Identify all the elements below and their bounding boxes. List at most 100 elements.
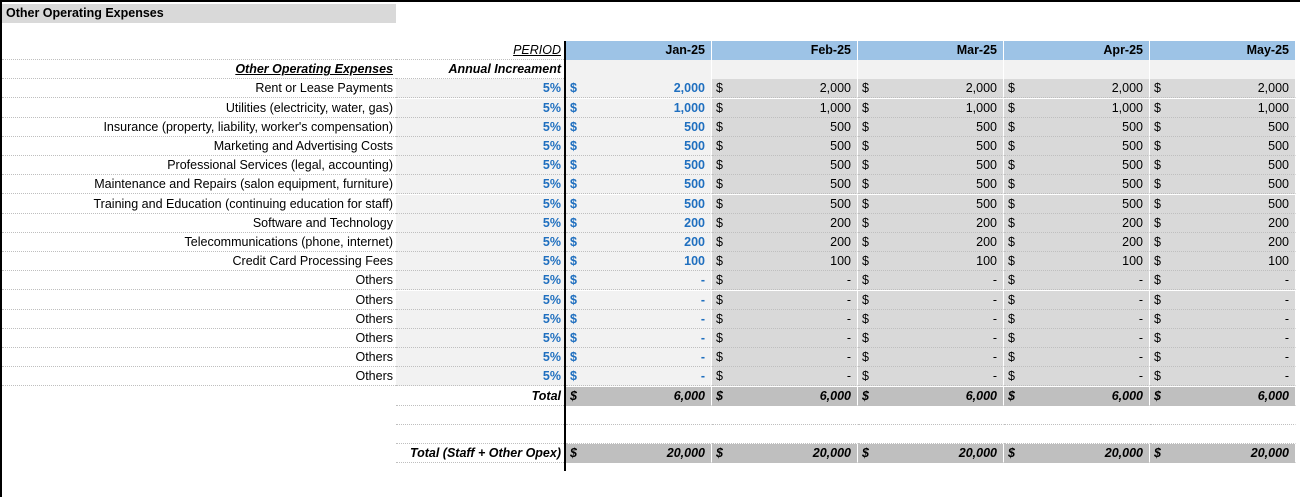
amount-cell[interactable]: $ - xyxy=(712,348,858,368)
amount-cell[interactable]: $ - xyxy=(712,271,858,291)
amount-cell[interactable]: $ - xyxy=(712,290,858,310)
amount-cell[interactable]: $ - xyxy=(1150,348,1296,368)
month-header[interactable]: Mar-25 xyxy=(858,41,1004,60)
annual-increment[interactable]: 5% xyxy=(396,271,564,291)
amount-cell[interactable]: $200 xyxy=(1004,233,1150,252)
amount-cell[interactable]: $500 xyxy=(858,137,1004,156)
amount-cell[interactable]: $500 xyxy=(712,137,858,156)
amount-cell[interactable]: $500 xyxy=(712,117,858,137)
amount-cell[interactable]: $200 xyxy=(712,213,858,233)
amount-cell[interactable]: $100 xyxy=(566,252,712,272)
amount-cell[interactable]: $500 xyxy=(566,117,712,137)
amount-cell[interactable]: $200 xyxy=(1150,233,1296,252)
amount-cell[interactable]: $500 xyxy=(1150,175,1296,195)
annual-increment[interactable]: 5% xyxy=(396,79,564,99)
amount-cell[interactable]: $ - xyxy=(1004,290,1150,310)
amount-cell[interactable]: $2,000 xyxy=(712,79,858,99)
amount-cell[interactable]: $6,000 xyxy=(566,386,712,406)
amount-cell[interactable]: $1,000 xyxy=(1004,98,1150,118)
amount-cell[interactable]: $200 xyxy=(712,233,858,252)
amount-cell[interactable]: $500 xyxy=(566,175,712,195)
amount-cell[interactable]: $6,000 xyxy=(1150,386,1296,406)
amount-cell[interactable]: $200 xyxy=(1004,213,1150,233)
amount-cell[interactable]: $500 xyxy=(712,156,858,176)
amount-cell[interactable]: $500 xyxy=(858,156,1004,176)
annual-increment[interactable]: 5% xyxy=(396,309,564,329)
amount-cell[interactable]: $ - xyxy=(858,290,1004,310)
amount-cell[interactable]: $500 xyxy=(1150,156,1296,176)
amount-cell[interactable]: $200 xyxy=(1150,213,1296,233)
amount-cell[interactable]: $ - xyxy=(566,329,712,348)
amount-cell[interactable]: $ - xyxy=(1150,329,1296,348)
amount-cell[interactable]: $100 xyxy=(1150,252,1296,272)
amount-cell[interactable]: $100 xyxy=(712,252,858,272)
annual-increment[interactable]: 5% xyxy=(396,156,564,176)
amount-cell[interactable]: $500 xyxy=(1004,137,1150,156)
amount-cell[interactable]: $500 xyxy=(566,156,712,176)
amount-cell[interactable]: $ - xyxy=(566,290,712,310)
amount-cell[interactable]: $ - xyxy=(566,309,712,329)
amount-cell[interactable]: $500 xyxy=(712,175,858,195)
amount-cell[interactable]: $2,000 xyxy=(566,79,712,99)
amount-cell[interactable]: $200 xyxy=(566,233,712,252)
amount-cell[interactable]: $20,000 xyxy=(712,444,858,464)
amount-cell[interactable]: $1,000 xyxy=(712,98,858,118)
amount-cell[interactable]: $500 xyxy=(712,194,858,214)
amount-cell[interactable]: $ - xyxy=(858,329,1004,348)
annual-increment[interactable]: 5% xyxy=(396,175,564,195)
amount-cell[interactable]: $ - xyxy=(1004,271,1150,291)
amount-cell[interactable]: $500 xyxy=(858,175,1004,195)
amount-cell[interactable]: $ - xyxy=(1150,290,1296,310)
amount-cell[interactable]: $ - xyxy=(858,271,1004,291)
amount-cell[interactable]: $1,000 xyxy=(858,98,1004,118)
annual-increment[interactable]: 5% xyxy=(396,367,564,387)
amount-cell[interactable]: $100 xyxy=(858,252,1004,272)
amount-cell[interactable]: $ - xyxy=(566,367,712,387)
amount-cell[interactable]: $2,000 xyxy=(1004,79,1150,99)
amount-cell[interactable]: $2,000 xyxy=(1150,79,1296,99)
month-header[interactable]: Apr-25 xyxy=(1004,41,1150,60)
amount-cell[interactable]: $20,000 xyxy=(858,444,1004,464)
amount-cell[interactable]: $500 xyxy=(566,137,712,156)
amount-cell[interactable]: $ - xyxy=(1150,271,1296,291)
annual-increment[interactable]: 5% xyxy=(396,348,564,368)
amount-cell[interactable]: $ - xyxy=(1004,348,1150,368)
annual-increment[interactable]: 5% xyxy=(396,329,564,348)
month-header[interactable]: Jan-25 xyxy=(566,41,712,60)
annual-increment[interactable]: 5% xyxy=(396,98,564,118)
annual-increment[interactable]: 5% xyxy=(396,194,564,214)
amount-cell[interactable]: $20,000 xyxy=(1004,444,1150,464)
amount-cell[interactable]: $ - xyxy=(1150,309,1296,329)
amount-cell[interactable]: $6,000 xyxy=(858,386,1004,406)
amount-cell[interactable]: $6,000 xyxy=(712,386,858,406)
amount-cell[interactable]: $6,000 xyxy=(1004,386,1150,406)
amount-cell[interactable]: $1,000 xyxy=(1150,98,1296,118)
amount-cell[interactable]: $20,000 xyxy=(566,444,712,464)
amount-cell[interactable]: $500 xyxy=(1150,137,1296,156)
amount-cell[interactable]: $ - xyxy=(1150,367,1296,387)
annual-increment[interactable]: 5% xyxy=(396,213,564,233)
amount-cell[interactable]: $500 xyxy=(858,194,1004,214)
amount-cell[interactable]: $200 xyxy=(858,213,1004,233)
month-header[interactable]: May-25 xyxy=(1150,41,1296,60)
amount-cell[interactable]: $1,000 xyxy=(566,98,712,118)
amount-cell[interactable]: $500 xyxy=(1004,175,1150,195)
amount-cell[interactable]: $ - xyxy=(712,329,858,348)
annual-increment[interactable]: 5% xyxy=(396,117,564,137)
amount-cell[interactable]: $500 xyxy=(1004,117,1150,137)
annual-increment[interactable]: 5% xyxy=(396,137,564,156)
amount-cell[interactable]: $ - xyxy=(858,348,1004,368)
amount-cell[interactable]: $ - xyxy=(712,309,858,329)
amount-cell[interactable]: $100 xyxy=(1004,252,1150,272)
annual-increment[interactable]: 5% xyxy=(396,233,564,252)
amount-cell[interactable]: $200 xyxy=(566,213,712,233)
amount-cell[interactable]: $500 xyxy=(1150,117,1296,137)
amount-cell[interactable]: $ - xyxy=(566,348,712,368)
amount-cell[interactable]: $500 xyxy=(1150,194,1296,214)
amount-cell[interactable]: $ - xyxy=(858,367,1004,387)
amount-cell[interactable]: $200 xyxy=(858,233,1004,252)
amount-cell[interactable]: $20,000 xyxy=(1150,444,1296,464)
amount-cell[interactable]: $ - xyxy=(858,309,1004,329)
amount-cell[interactable]: $500 xyxy=(566,194,712,214)
amount-cell[interactable]: $ - xyxy=(566,271,712,291)
